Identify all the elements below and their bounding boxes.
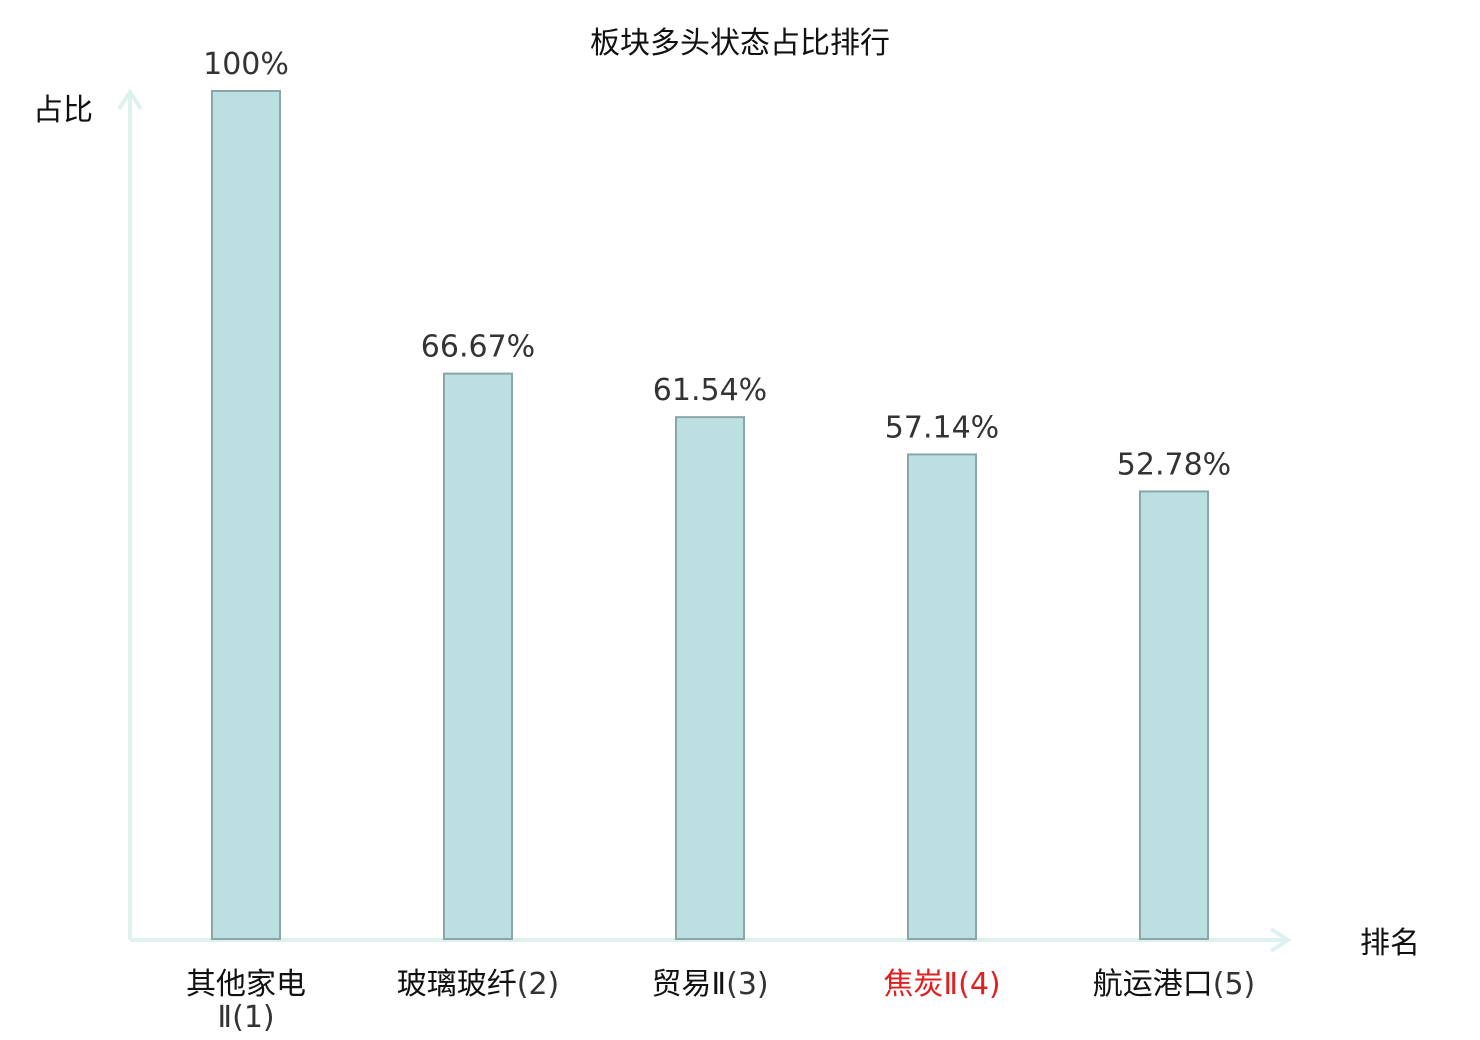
- tick-label-rank: Ⅱ(1): [217, 1000, 274, 1035]
- data-label: 52.78%: [1117, 447, 1231, 482]
- bar: [907, 453, 977, 940]
- data-label: 66.67%: [421, 330, 535, 365]
- bar: [675, 416, 745, 940]
- tick-label: 航运港口(5): [1093, 967, 1256, 1002]
- tick-label: 贸易Ⅱ(3): [651, 967, 768, 1002]
- tick-label: 焦炭Ⅱ(4): [883, 967, 1000, 1002]
- bar: [443, 372, 513, 940]
- bars-group: [211, 90, 1209, 940]
- data-label: 61.54%: [653, 373, 767, 408]
- bar: [211, 90, 281, 940]
- y-axis-arrow: [117, 88, 143, 111]
- data-label: 100%: [203, 47, 289, 82]
- tick-label: 玻璃玻纤(2): [397, 967, 560, 1002]
- chart-title: 板块多头状态占比排行: [590, 26, 890, 61]
- tick-label: 其他家电: [186, 967, 306, 1002]
- data-label: 57.14%: [885, 410, 999, 445]
- value-labels-group: 100% 66.67% 61.54% 57.14% 52.78%: [203, 47, 1231, 482]
- x-axis-arrow: [1269, 927, 1292, 953]
- y-axis-label: 占比: [33, 93, 93, 128]
- bar: [1139, 490, 1209, 940]
- x-axis-label: 排名: [1360, 926, 1420, 961]
